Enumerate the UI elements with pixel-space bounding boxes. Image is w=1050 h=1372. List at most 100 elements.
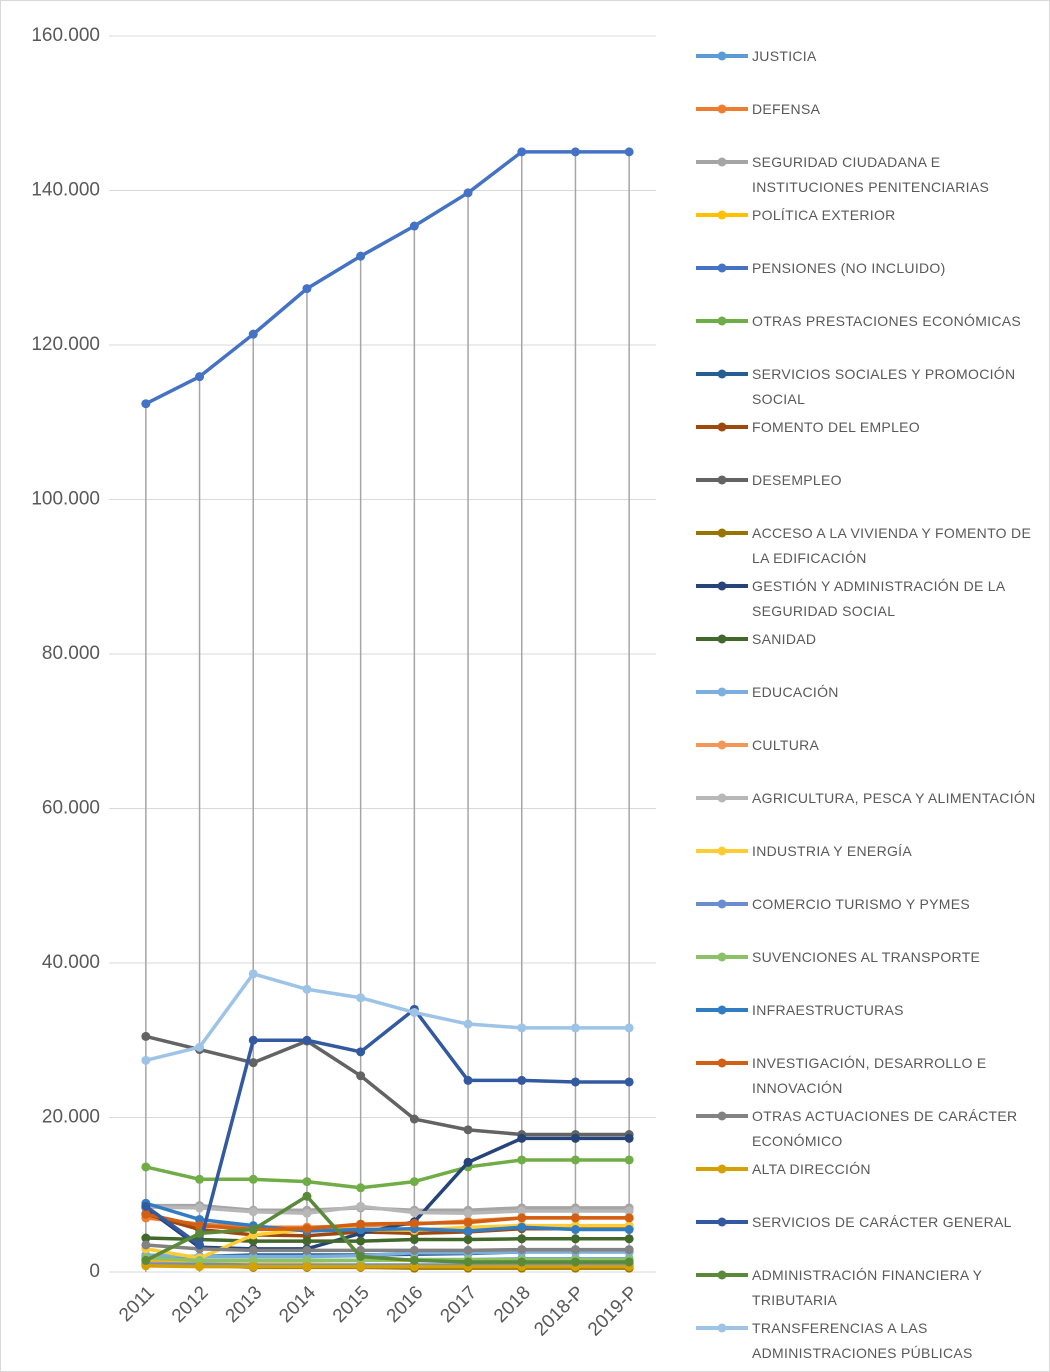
legend-marker bbox=[717, 1217, 727, 1227]
legend-label: DESEMPLEO bbox=[752, 471, 842, 488]
legend-label: INFRAESTRUCTURAS bbox=[752, 1001, 904, 1018]
point bbox=[517, 1206, 527, 1216]
y-tick-label: 60.000 bbox=[42, 798, 100, 819]
legend-marker bbox=[717, 740, 727, 750]
point bbox=[356, 1047, 366, 1057]
point bbox=[570, 1234, 580, 1244]
point bbox=[195, 1174, 205, 1184]
point bbox=[409, 1007, 419, 1017]
point bbox=[624, 1133, 634, 1143]
point bbox=[409, 1208, 419, 1218]
legend-marker bbox=[717, 104, 727, 114]
legend-marker bbox=[717, 1111, 727, 1121]
point bbox=[517, 147, 527, 157]
point bbox=[624, 1077, 634, 1087]
legend-marker bbox=[717, 1005, 727, 1015]
point bbox=[302, 1245, 312, 1255]
point bbox=[517, 1245, 527, 1255]
point bbox=[463, 1257, 473, 1267]
point bbox=[570, 1245, 580, 1255]
legend-label: INDUSTRIA Y ENERGÍA bbox=[752, 842, 913, 859]
series-line bbox=[145, 1194, 630, 1264]
point bbox=[302, 1224, 312, 1234]
legend-marker bbox=[717, 210, 727, 220]
legend-marker bbox=[717, 846, 727, 856]
legend-label: SERVICIOS DE CARÁCTER GENERAL bbox=[752, 1213, 1012, 1230]
legend-label: OTRAS PRESTACIONES ECONÓMICAS bbox=[752, 312, 1022, 329]
legend-label: SEGURIDAD CIUDADANA E INSTITUCIONES PENI… bbox=[752, 153, 990, 195]
legend-label: POLÍTICA EXTERIOR bbox=[752, 206, 896, 223]
point bbox=[624, 1257, 634, 1267]
legend-label: PENSIONES (NO INCLUIDO) bbox=[752, 259, 946, 276]
point bbox=[302, 1177, 312, 1187]
point bbox=[302, 1208, 312, 1218]
point bbox=[302, 1262, 312, 1272]
point bbox=[463, 1157, 473, 1167]
point bbox=[517, 1133, 527, 1143]
point bbox=[141, 1162, 151, 1172]
point bbox=[409, 1235, 419, 1245]
legend-marker bbox=[717, 1323, 727, 1333]
point bbox=[356, 1183, 366, 1193]
series-line bbox=[145, 150, 630, 406]
point bbox=[248, 329, 258, 339]
point bbox=[141, 399, 151, 409]
point bbox=[409, 1262, 419, 1272]
y-tick-label: 40.000 bbox=[42, 952, 100, 973]
legend-label: TRANSFERENCIAS A LAS ADMINISTRACIONES PÚ… bbox=[752, 1319, 973, 1361]
point bbox=[141, 1240, 151, 1250]
point bbox=[195, 372, 205, 382]
point bbox=[624, 1206, 634, 1216]
legend-label: EDUCACIÓN bbox=[752, 683, 839, 700]
legend-label: OTRAS ACTUACIONES DE CARÁCTER ECONÓMICO bbox=[752, 1107, 1018, 1149]
point bbox=[141, 1031, 151, 1041]
y-tick-label: 0 bbox=[89, 1261, 100, 1282]
point bbox=[195, 1240, 205, 1250]
point bbox=[409, 1177, 419, 1187]
point bbox=[463, 188, 473, 198]
point bbox=[624, 1234, 634, 1244]
point bbox=[141, 1209, 151, 1219]
point bbox=[195, 1203, 205, 1213]
point bbox=[463, 1075, 473, 1085]
series-line bbox=[145, 1034, 630, 1137]
point bbox=[570, 1023, 580, 1033]
point bbox=[195, 1262, 205, 1272]
point bbox=[624, 1155, 634, 1165]
legend-label: AGRICULTURA, PESCA Y ALIMENTACIÓN bbox=[752, 789, 1036, 806]
point bbox=[570, 1077, 580, 1087]
point bbox=[248, 1058, 258, 1068]
legend-marker bbox=[717, 793, 727, 803]
point bbox=[570, 147, 580, 157]
point bbox=[141, 1255, 151, 1265]
point bbox=[248, 1225, 258, 1235]
y-tick-label: 100.000 bbox=[31, 489, 100, 510]
legend-label: FOMENTO DEL EMPLEO bbox=[752, 418, 920, 435]
legend-marker bbox=[717, 528, 727, 538]
point bbox=[624, 1245, 634, 1255]
point bbox=[463, 1245, 473, 1255]
point bbox=[141, 1201, 151, 1211]
legend-label: INVESTIGACIÓN, DESARROLLO E INNOVACIÓN bbox=[752, 1054, 987, 1096]
series-line bbox=[145, 1158, 630, 1190]
point bbox=[409, 221, 419, 231]
point bbox=[248, 1035, 258, 1045]
point bbox=[141, 1233, 151, 1243]
point bbox=[463, 1218, 473, 1228]
point bbox=[463, 1125, 473, 1135]
point bbox=[248, 969, 258, 979]
legend-marker bbox=[717, 1164, 727, 1174]
y-tick-label: 20.000 bbox=[42, 1107, 100, 1128]
y-tick-label: 80.000 bbox=[42, 643, 100, 664]
legend-marker bbox=[717, 316, 727, 326]
point bbox=[356, 1236, 366, 1246]
point bbox=[463, 1208, 473, 1218]
point bbox=[356, 1071, 366, 1081]
point bbox=[409, 1245, 419, 1255]
legend-marker bbox=[717, 422, 727, 432]
point bbox=[517, 1234, 527, 1244]
legend-marker bbox=[717, 581, 727, 591]
point bbox=[463, 1235, 473, 1245]
point bbox=[195, 1255, 205, 1265]
